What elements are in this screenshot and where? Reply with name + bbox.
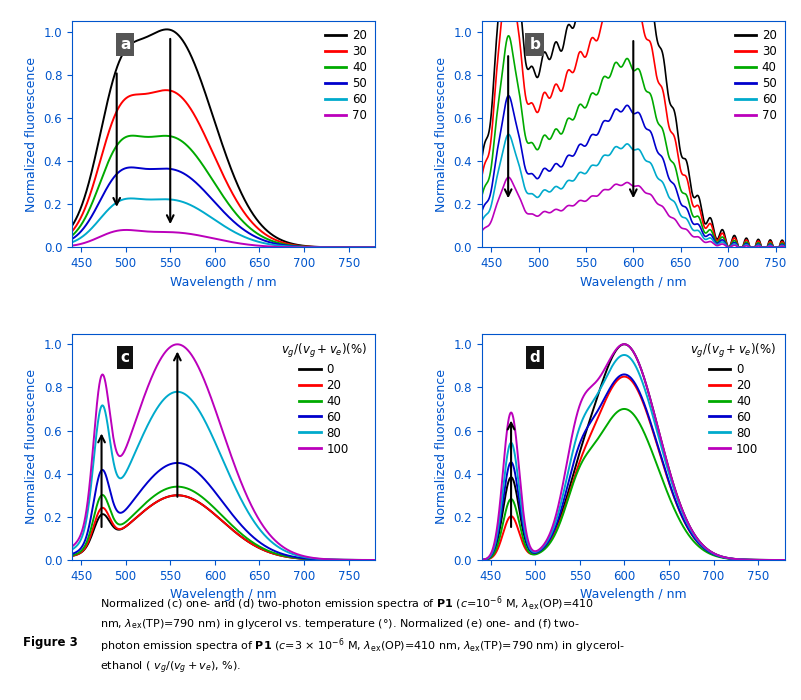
- Y-axis label: Normalized fluorescence: Normalized fluorescence: [435, 57, 448, 211]
- Text: d: d: [529, 350, 540, 365]
- Y-axis label: Normalized fluorescence: Normalized fluorescence: [25, 370, 38, 524]
- X-axis label: Wavelength / nm: Wavelength / nm: [580, 588, 686, 601]
- Y-axis label: Normalized fluorescence: Normalized fluorescence: [435, 370, 448, 524]
- X-axis label: Wavelength / nm: Wavelength / nm: [171, 276, 277, 288]
- X-axis label: Wavelength / nm: Wavelength / nm: [580, 276, 686, 288]
- Legend: 20, 30, 40, 50, 60, 70: 20, 30, 40, 50, 60, 70: [323, 27, 369, 125]
- Y-axis label: Normalized fluorescence: Normalized fluorescence: [25, 57, 38, 211]
- Text: Normalized (c) one- and (d) two-photon emission spectra of $\mathbf{P1}$ ($c$=10: Normalized (c) one- and (d) two-photon e…: [100, 594, 625, 676]
- Text: b: b: [529, 37, 540, 52]
- Legend: 20, 30, 40, 50, 60, 70: 20, 30, 40, 50, 60, 70: [732, 27, 779, 125]
- Legend: 0, 20, 40, 60, 80, 100: 0, 20, 40, 60, 80, 100: [688, 340, 779, 458]
- X-axis label: Wavelength / nm: Wavelength / nm: [171, 588, 277, 601]
- Text: Figure 3: Figure 3: [22, 636, 78, 649]
- Legend: 0, 20, 40, 60, 80, 100: 0, 20, 40, 60, 80, 100: [279, 340, 369, 458]
- Text: c: c: [121, 350, 130, 365]
- Text: a: a: [120, 37, 131, 52]
